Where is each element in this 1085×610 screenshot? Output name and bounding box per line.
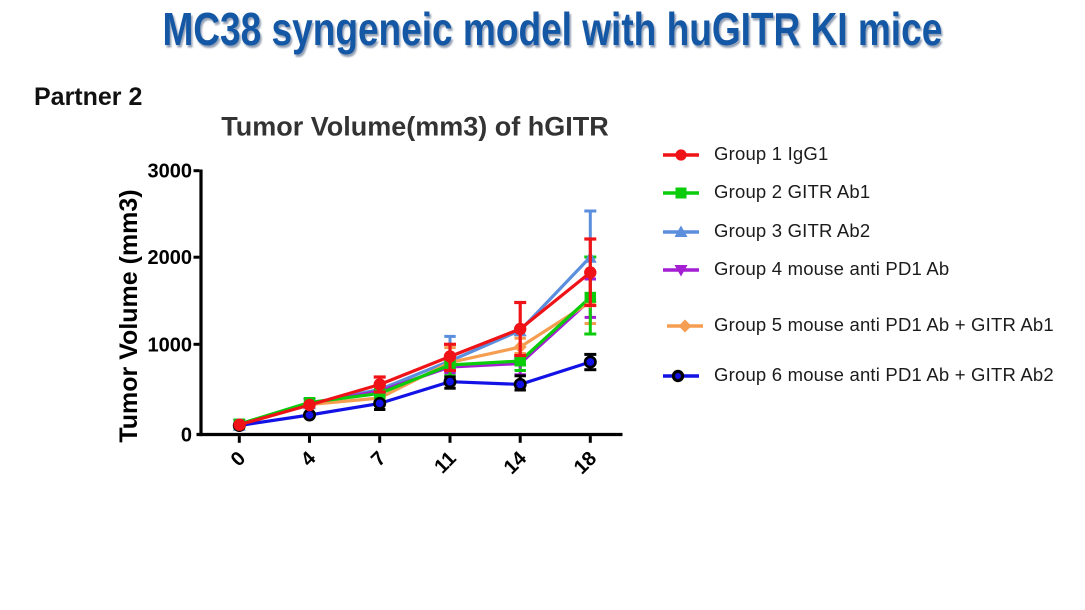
svg-text:1000: 1000 — [148, 334, 193, 356]
svg-text:Tumor Volume (mm3): Tumor Volume (mm3) — [115, 189, 143, 442]
svg-text:7: 7 — [367, 447, 390, 470]
svg-text:Tumor Volume(mm3) of hGITR: Tumor Volume(mm3) of hGITR — [221, 112, 609, 142]
svg-text:0: 0 — [181, 425, 192, 447]
svg-text:4: 4 — [297, 447, 321, 471]
svg-text:11: 11 — [430, 447, 461, 478]
svg-text:0: 0 — [227, 447, 250, 470]
svg-text:3000: 3000 — [148, 161, 193, 183]
svg-text:14: 14 — [500, 447, 532, 479]
svg-text:18: 18 — [570, 447, 601, 478]
svg-text:2000: 2000 — [148, 247, 193, 269]
